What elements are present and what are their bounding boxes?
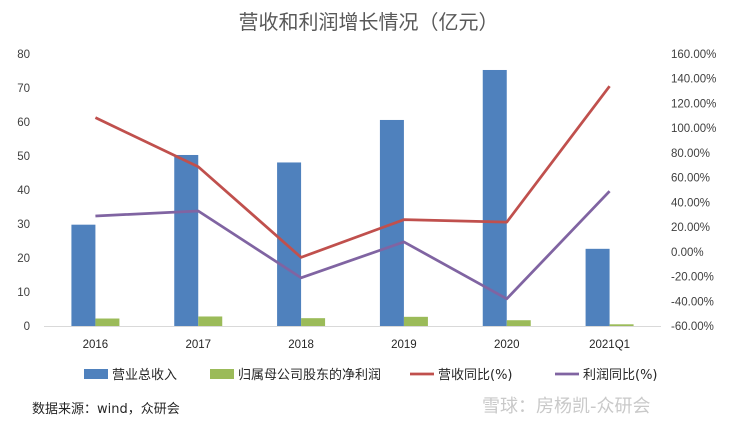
right-tick-label: 140.00% (671, 74, 716, 86)
bar-net-profit (609, 324, 634, 326)
category-label: 2021Q1 (589, 339, 630, 351)
source-note: 数据来源：wind，众研会 (32, 402, 180, 417)
bar-net-profit (301, 318, 326, 326)
category-label: 2016 (83, 339, 109, 351)
right-tick-label: -40.00% (671, 296, 714, 308)
left-tick-label: 0 (24, 321, 30, 333)
right-axis: -60.00% -40.00% -20.00% 0.00% 20.00% 40.00% 60… (671, 49, 716, 333)
left-tick-label: 60 (17, 117, 30, 129)
left-tick-label: 50 (17, 151, 30, 163)
bar-revenue (174, 154, 199, 326)
bar-revenue (585, 248, 610, 326)
legend-label: 营业总收入 (112, 368, 177, 383)
legend-swatch (84, 369, 108, 379)
left-tick-label: 80 (17, 49, 30, 61)
right-tick-label: 80.00% (671, 148, 710, 160)
right-tick-label: 0.00% (671, 247, 704, 259)
line-series (94, 85, 611, 301)
category-label: 2019 (391, 339, 417, 351)
left-tick-label: 10 (17, 287, 30, 299)
left-tick-label: 30 (17, 219, 30, 231)
left-axis: 0 10 20 30 40 50 60 70 80 (17, 49, 30, 333)
right-tick-label: 60.00% (671, 173, 710, 185)
bar-revenue (71, 224, 96, 326)
left-tick-label: 40 (17, 185, 30, 197)
legend-label: 归属母公司股东的净利润 (238, 367, 381, 383)
right-tick-label: 160.00% (671, 49, 716, 61)
bar-revenue (482, 69, 507, 326)
left-tick-label: 70 (17, 83, 30, 95)
revenue-yoy-line (94, 85, 611, 259)
bar-net-profit (95, 318, 120, 326)
right-tick-label: -20.00% (671, 272, 714, 284)
category-label: 2020 (494, 339, 520, 351)
category-label: 2017 (185, 339, 211, 351)
bar-net-profit (198, 316, 223, 326)
chart-title: 营收和利润增长情况（亿元） (238, 10, 499, 34)
legend-label: 营收同比(%) (438, 368, 513, 383)
bar-revenue (277, 162, 302, 326)
bar-series (71, 69, 634, 327)
right-tick-label: -60.00% (671, 321, 714, 333)
bar-net-profit (403, 316, 428, 326)
right-tick-label: 120.00% (671, 98, 716, 110)
category-label: 2018 (288, 339, 314, 351)
right-tick-label: 100.00% (671, 123, 716, 135)
legend-swatch (210, 369, 234, 379)
profit-yoy-line (95, 190, 611, 301)
right-tick-label: 20.00% (671, 222, 710, 234)
bar-net-profit (506, 320, 531, 326)
category-axis: 2016 2017 2018 2019 2020 2021Q1 (44, 326, 661, 351)
legend: 营业总收入 归属母公司股东的净利润 营收同比(%) 利润同比(%) (84, 367, 658, 383)
left-tick-label: 20 (17, 253, 30, 265)
watermark: 雪球：房杨凯-众研会 (482, 396, 651, 417)
legend-label: 利润同比(%) (583, 368, 658, 383)
right-tick-label: 40.00% (671, 197, 710, 209)
